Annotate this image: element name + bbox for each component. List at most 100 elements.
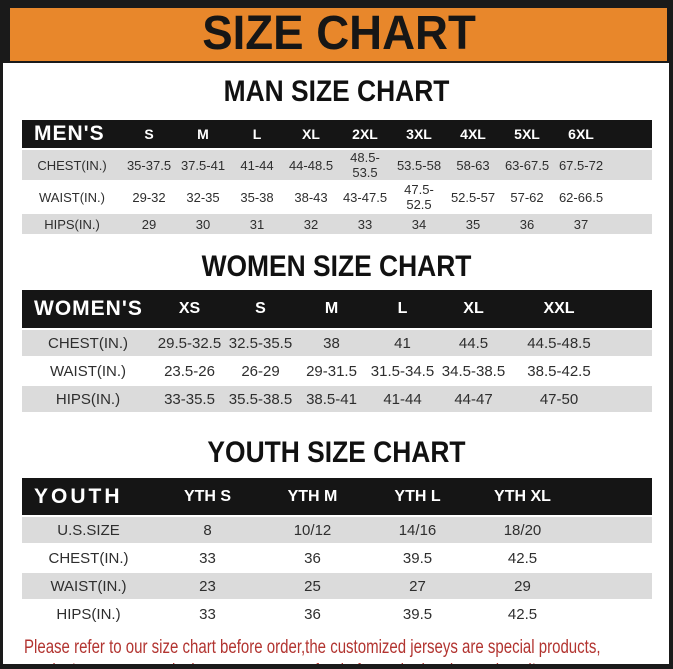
spacer-cell xyxy=(609,357,652,385)
value-cell: 26-29 xyxy=(241,362,280,380)
men-label-header: MEN'S xyxy=(22,120,122,149)
value-cell: 25 xyxy=(304,577,321,595)
value-cell: 29-31.5 xyxy=(306,362,357,380)
value-cell: 37.5-41 xyxy=(180,157,226,173)
value-cell: 41-44 xyxy=(240,157,274,173)
youth-chest-row: CHEST(IN.) 33 36 39.5 42.5 xyxy=(22,544,652,572)
value-cell: 33 xyxy=(357,216,373,232)
size-header-cell: 4XL xyxy=(446,120,500,149)
value-cell: 39.5 xyxy=(402,605,433,623)
section-youth: YOUTH SIZE CHART YOUTH YTH S YTH M YTH L… xyxy=(0,438,673,627)
youth-ussize-row: U.S.SIZE 8 10/12 14/16 18/20 xyxy=(22,516,652,544)
row-label-cell: WAIST(IN.) xyxy=(49,362,127,380)
value-cell: 36 xyxy=(519,216,535,232)
value-cell: 29 xyxy=(141,216,157,232)
men-hips-row: HIPS(IN.) 29 30 31 32 33 34 35 36 37 xyxy=(22,213,652,234)
value-cell: 36 xyxy=(304,605,321,623)
size-header-cell: S xyxy=(225,290,296,329)
size-header-cell: 5XL xyxy=(500,120,554,149)
youth-section-heading: YOUTH SIZE CHART xyxy=(207,436,466,469)
value-cell: 52.5-57 xyxy=(450,189,496,205)
value-cell: 57-62 xyxy=(510,189,544,205)
value-cell: 38.5-41 xyxy=(306,390,357,408)
page-title: SIZE CHART xyxy=(201,6,476,60)
section-men: MAN SIZE CHART MEN'S S M L XL 2XL 3XL 4X… xyxy=(0,77,673,234)
value-cell: 63-67.5 xyxy=(504,157,550,173)
value-cell: 38 xyxy=(323,334,340,352)
value-cell: 48.5-53.5 xyxy=(350,150,380,180)
spacer-cell xyxy=(608,120,652,149)
row-label-cell: CHEST(IN.) xyxy=(48,334,128,352)
youth-header-row: YOUTH YTH S YTH M YTH L YTH XL xyxy=(22,478,652,516)
women-size-table: WOMEN'S XS S M L XL XXL CHEST(IN.) 29.5-… xyxy=(22,290,652,412)
value-cell: 38-43 xyxy=(294,189,328,205)
size-header-cell: XL xyxy=(438,290,509,329)
spacer-cell xyxy=(609,329,652,357)
value-cell: 44-47 xyxy=(454,390,493,408)
youth-label-header: YOUTH xyxy=(22,478,155,516)
value-cell: 34.5-38.5 xyxy=(441,362,506,380)
value-cell: 32-35 xyxy=(186,189,220,205)
value-cell: 47.5-52.5 xyxy=(404,182,434,212)
row-label-cell: CHEST(IN.) xyxy=(37,157,107,173)
size-header-cell: 3XL xyxy=(392,120,446,149)
footer-line-1: Please refer to our size chart before or… xyxy=(24,637,601,658)
youth-waist-row: WAIST(IN.) 23 25 27 29 xyxy=(22,572,652,600)
value-cell: 30 xyxy=(195,216,211,232)
value-cell: 36 xyxy=(304,549,321,567)
value-cell: 31.5-34.5 xyxy=(370,362,435,380)
value-cell: 53.5-58 xyxy=(396,157,442,173)
size-header-cell: S xyxy=(122,120,176,149)
value-cell: 44-48.5 xyxy=(288,157,334,173)
frame-left-border xyxy=(0,63,3,669)
value-cell: 29-32 xyxy=(132,189,166,205)
size-header-cell: YTH S xyxy=(155,478,260,516)
spacer-cell xyxy=(575,478,652,516)
value-cell: 32 xyxy=(303,216,319,232)
row-label-cell: HIPS(IN.) xyxy=(56,605,121,623)
value-cell: 29.5-32.5 xyxy=(157,334,222,352)
value-cell: 35.5-38.5 xyxy=(228,390,293,408)
size-header-cell: 6XL xyxy=(554,120,608,149)
men-section-heading: MAN SIZE CHART xyxy=(223,75,450,108)
section-women: WOMEN SIZE CHART WOMEN'S XS S M L XL XXL xyxy=(0,252,673,412)
row-label-cell: HIPS(IN.) xyxy=(55,390,121,408)
value-cell: 34 xyxy=(411,216,427,232)
value-cell: 42.5 xyxy=(507,549,538,567)
row-label-cell: U.S.SIZE xyxy=(57,521,120,539)
size-header-cell: YTH M xyxy=(260,478,365,516)
men-waist-row: WAIST(IN.) 29-32 32-35 35-38 38-43 43-47… xyxy=(22,181,652,213)
value-cell: 42.5 xyxy=(507,605,538,623)
size-header-cell: YTH L xyxy=(365,478,470,516)
size-header-cell: XXL xyxy=(509,290,609,329)
row-label-cell: HIPS(IN.) xyxy=(44,216,100,232)
value-cell: 43-47.5 xyxy=(342,189,388,205)
women-chest-row: CHEST(IN.) 29.5-32.5 32.5-35.5 38 41 44.… xyxy=(22,329,652,357)
value-cell: 31 xyxy=(249,216,265,232)
size-header-cell: L xyxy=(230,120,284,149)
women-label-header: WOMEN'S xyxy=(22,290,154,329)
spacer-cell xyxy=(575,516,652,544)
size-header-cell: XS xyxy=(154,290,225,329)
row-label-cell: WAIST(IN.) xyxy=(50,577,127,595)
value-cell: 62-66.5 xyxy=(558,189,604,205)
value-cell: 29 xyxy=(514,577,531,595)
value-cell: 37 xyxy=(573,216,589,232)
value-cell: 39.5 xyxy=(402,549,433,567)
women-hips-row: HIPS(IN.) 33-35.5 35.5-38.5 38.5-41 41-4… xyxy=(22,385,652,412)
frame-bottom-border xyxy=(0,664,673,669)
size-header-cell: 2XL xyxy=(338,120,392,149)
spacer-cell xyxy=(608,149,652,181)
value-cell: 47-50 xyxy=(539,390,579,408)
value-cell: 18/20 xyxy=(503,521,542,539)
value-cell: 33 xyxy=(199,605,216,623)
value-cell: 8 xyxy=(203,521,212,539)
frame-right-border xyxy=(669,63,673,669)
value-cell: 23.5-26 xyxy=(164,362,215,380)
value-cell: 33-35.5 xyxy=(164,390,215,408)
title-banner-background: SIZE CHART xyxy=(10,8,667,61)
value-cell: 58-63 xyxy=(456,157,490,173)
spacer-cell xyxy=(609,385,652,412)
spacer-cell xyxy=(608,213,652,234)
